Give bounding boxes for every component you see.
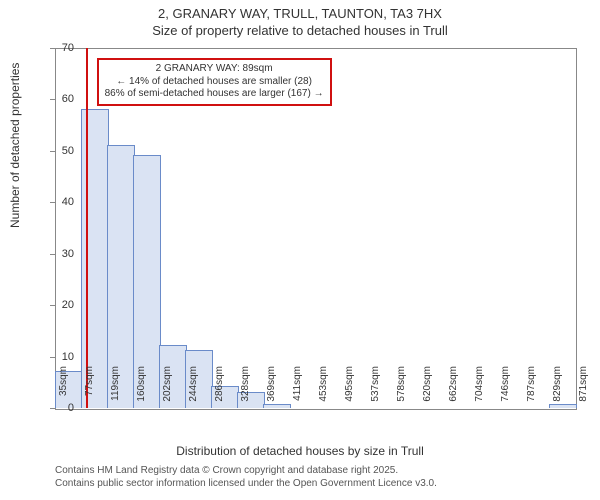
xtick-label: 369sqm	[266, 366, 277, 416]
annotation-line1: 2 GRANARY WAY: 89sqm	[105, 63, 324, 76]
xtick-label: 160sqm	[136, 366, 147, 416]
ytick-label: 0	[34, 402, 74, 414]
xtick-label: 328sqm	[240, 366, 251, 416]
xtick-label: 746sqm	[500, 366, 511, 416]
xtick-label: 578sqm	[396, 366, 407, 416]
xtick-label: 620sqm	[422, 366, 433, 416]
annotation-line3: 86% of semi-detached houses are larger (…	[105, 88, 324, 101]
y-axis-label: Number of detached properties	[8, 63, 22, 228]
title-line-2: Size of property relative to detached ho…	[0, 23, 600, 40]
xtick-label: 871sqm	[578, 366, 589, 416]
chart-container: 2, GRANARY WAY, TRULL, TAUNTON, TA3 7HX …	[0, 0, 600, 500]
xtick-label: 787sqm	[526, 366, 537, 416]
chart-title-block: 2, GRANARY WAY, TRULL, TAUNTON, TA3 7HX …	[0, 0, 600, 40]
xtick-label: 202sqm	[162, 366, 173, 416]
xtick-label: 537sqm	[370, 366, 381, 416]
x-axis-label: Distribution of detached houses by size …	[0, 444, 600, 458]
ytick-label: 60	[34, 93, 74, 105]
xtick-label: 77sqm	[84, 366, 95, 416]
xtick-label: 829sqm	[552, 366, 563, 416]
property-marker-line	[86, 48, 88, 408]
xtick-label: 411sqm	[292, 366, 303, 416]
xtick-label: 453sqm	[318, 366, 329, 416]
xtick-label: 286sqm	[214, 366, 225, 416]
ytick-label: 70	[34, 42, 74, 54]
ytick-label: 40	[34, 196, 74, 208]
attribution-line-2: Contains public sector information licen…	[55, 477, 437, 490]
attribution-line-1: Contains HM Land Registry data © Crown c…	[55, 464, 437, 477]
ytick-label: 10	[34, 351, 74, 363]
title-line-1: 2, GRANARY WAY, TRULL, TAUNTON, TA3 7HX	[0, 6, 600, 23]
ytick-label: 20	[34, 299, 74, 311]
attribution-block: Contains HM Land Registry data © Crown c…	[55, 464, 437, 490]
xtick-label: 244sqm	[188, 366, 199, 416]
xtick-label: 495sqm	[344, 366, 355, 416]
xtick-label: 704sqm	[474, 366, 485, 416]
ytick-label: 30	[34, 248, 74, 260]
xtick-label: 662sqm	[448, 366, 459, 416]
xtick-label: 119sqm	[110, 366, 121, 416]
ytick-label: 50	[34, 145, 74, 157]
annotation-line2: ← 14% of detached houses are smaller (28…	[105, 76, 324, 89]
plot-area: 35sqm77sqm119sqm160sqm202sqm244sqm286sqm…	[55, 48, 575, 408]
property-annotation: 2 GRANARY WAY: 89sqm← 14% of detached ho…	[97, 58, 332, 106]
